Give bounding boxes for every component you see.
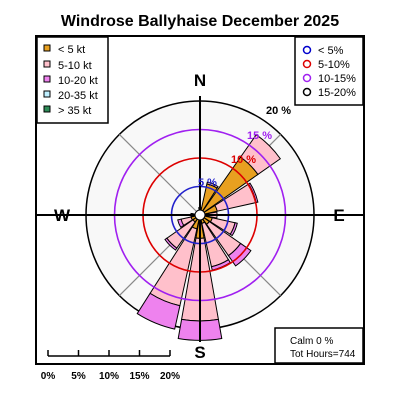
ring-legend-label-10-15: 10-15% (318, 73, 356, 85)
speed-swatch-lt5 (43, 44, 51, 52)
speed-legend: < 5 kt 5-10 kt 10-20 kt 20-35 kt > 35 kt (36, 36, 109, 124)
ring-legend: < 5% 5-10% 10-15% 15-20% (294, 36, 364, 106)
ring-legend-label-5-10: 5-10% (318, 59, 350, 71)
ring-label-5: 5 % (198, 177, 217, 189)
plot-frame (35, 35, 365, 365)
compass-south: S (194, 343, 205, 362)
total-hours-text: Tot Hours=744 (290, 349, 356, 360)
calm-text: Calm 0 % (290, 336, 333, 347)
ring-legend-label-15-20: 15-20% (318, 87, 356, 99)
scale-label-20: 20% (160, 371, 180, 382)
wedge-ssw-bin2 (136, 292, 181, 330)
compass-east: E (333, 206, 344, 225)
speed-label-gt35: > 35 kt (58, 105, 91, 117)
speed-label-5-10: 5-10 kt (58, 60, 92, 72)
speed-swatch-20-35 (43, 90, 51, 98)
speed-swatch-5-10 (43, 60, 51, 68)
ring-legend-symbol-15-20 (302, 87, 312, 97)
ring-legend-label-lt5: < 5% (318, 45, 344, 57)
ring-legend-symbol-5-10 (302, 59, 312, 69)
ring-legend-symbol-lt5 (302, 45, 312, 55)
speed-label-10-20: 10-20 kt (58, 75, 98, 87)
wedge-sw-bin2 (164, 237, 178, 251)
ring-label-10: 10 % (231, 154, 256, 166)
wedge-wsw-bin2 (177, 218, 185, 228)
info-box-frame (274, 327, 364, 364)
scale-label-0: 0% (41, 371, 56, 382)
speed-label-20-35: 20-35 kt (58, 90, 98, 102)
scale-label-10: 10% (99, 371, 119, 382)
scale-label-15: 15% (129, 371, 149, 382)
ring-label-15: 15 % (247, 130, 272, 142)
ring-legend-box (294, 36, 364, 106)
compass-west: W (54, 206, 71, 225)
chart-title: Windrose Ballyhaise December 2025 (61, 13, 339, 30)
speed-swatch-gt35 (43, 105, 51, 113)
wedge-ese-bin2 (229, 222, 238, 237)
compass-north: N (194, 71, 206, 90)
scale-bar: 0% 5% 10% 15% 20% (41, 350, 180, 382)
speed-swatch-10-20 (43, 75, 51, 83)
rose-center (194, 209, 206, 221)
wedge-nne-bin1 (206, 181, 219, 189)
scale-label-5: 5% (71, 371, 86, 382)
info-box: Calm 0 % Tot Hours=744 (274, 327, 364, 364)
ring-label-20: 20 % (266, 105, 291, 117)
ring-legend-symbol-10-15 (302, 73, 312, 83)
speed-label-lt5: < 5 kt (58, 44, 85, 56)
